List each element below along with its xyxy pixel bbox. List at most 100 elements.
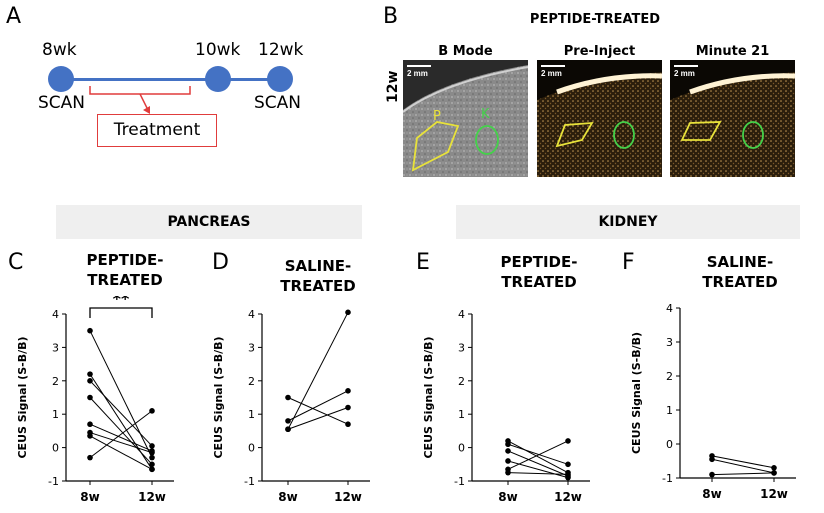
chart-c-title: PEPTIDE- TREATED [60, 250, 190, 290]
significance-label: ** [113, 296, 130, 308]
data-point [87, 454, 93, 461]
y-tick-label: -1 [244, 475, 255, 488]
series-line [287, 407, 349, 430]
data-point [285, 418, 291, 424]
chart-d-title-line1: SALINE- [284, 257, 352, 275]
x-tick-label: 12w [334, 490, 362, 504]
chart-f-title-line1: SALINE- [706, 253, 774, 271]
y-axis-label: CEUS Signal (S-B/B) [212, 336, 225, 458]
panel-label-d: D [212, 250, 229, 275]
y-tick-label: 0 [52, 442, 59, 455]
series-line [507, 460, 569, 479]
minute21-image: 2 mm [670, 60, 795, 177]
panel-label-b: B [383, 4, 399, 29]
chart-d: -1 0 1 2 3 4 8w 12w CEUS Signal (S-B/B) [212, 308, 370, 504]
x-tick-label: 8w [80, 490, 99, 504]
data-point [87, 433, 93, 439]
data-point [87, 327, 93, 334]
data-point [565, 438, 571, 444]
bmode-image: P K 2 mm [403, 60, 528, 177]
series-line [287, 390, 349, 422]
chart-e-title-line1: PEPTIDE- [500, 253, 578, 271]
data-point [87, 421, 93, 428]
data-point [285, 394, 291, 401]
scale-bar [541, 65, 565, 67]
y-tick-label: 2 [248, 375, 255, 388]
timeline-dot-10wk [205, 66, 231, 92]
series-line [287, 312, 349, 430]
series-line [507, 472, 569, 475]
panel-label-c: C [8, 250, 24, 275]
timeline-scan-right: SCAN [254, 93, 302, 113]
panel-label-f: F [622, 250, 635, 275]
series-line [89, 330, 153, 458]
y-tick-label: 1 [666, 404, 673, 417]
y-tick-label: 4 [458, 308, 465, 321]
chart-c-title-line2: TREATED [87, 271, 163, 289]
chart-e: -1 0 1 2 3 4 8w 12w CEUS Signal (S-B/B) [422, 308, 590, 504]
timeline-dot-12wk [267, 66, 293, 92]
y-tick-label: 4 [248, 308, 255, 321]
chart-c: -1 0 1 2 3 4 8w 12w CEUS Signal (S-B/B) ** [16, 296, 174, 504]
series-line [89, 380, 153, 447]
series-line [507, 450, 569, 477]
data-point [87, 394, 93, 401]
preinject-image: 2 mm [537, 60, 662, 177]
y-tick-label: 3 [52, 341, 59, 354]
panel-label-a: A [6, 4, 22, 29]
series-line [89, 373, 153, 470]
chart-c-title-line1: PEPTIDE- [86, 251, 164, 269]
data-point [345, 404, 351, 411]
treatment-bracket [89, 86, 191, 114]
timeline-label-8wk: 8wk [42, 40, 77, 60]
y-tick-label: 3 [666, 336, 673, 349]
data-point [771, 465, 777, 471]
scale-bar [407, 65, 431, 67]
y-axis-label: CEUS Signal (S-B/B) [630, 332, 643, 454]
data-point [505, 469, 511, 476]
data-point [345, 421, 351, 428]
x-tick-label: 12w [554, 490, 582, 504]
data-point [771, 470, 777, 476]
scale-label: 2 mm [674, 69, 695, 78]
y-tick-label: 3 [458, 341, 465, 354]
y-tick-label: -1 [662, 472, 673, 485]
imaging-row-label: 12w [385, 70, 401, 103]
x-tick-label: 8w [278, 490, 297, 504]
treatment-box: Treatment [97, 114, 217, 147]
imaging-title: PEPTIDE-TREATED [529, 12, 661, 27]
y-tick-label: 4 [666, 302, 673, 315]
y-tick-label: 2 [52, 375, 59, 388]
data-point [149, 408, 155, 414]
x-tick-label: 8w [702, 487, 721, 501]
roi-label-p: P [433, 109, 441, 124]
scale-label: 2 mm [407, 69, 428, 78]
chart-e-title: PEPTIDE- TREATED [474, 252, 604, 292]
data-point [285, 426, 291, 433]
x-tick-label: 12w [138, 490, 166, 504]
y-tick-label: 1 [52, 408, 59, 421]
data-point [345, 388, 351, 394]
series-line [711, 472, 775, 476]
series-line [711, 455, 775, 469]
data-point [87, 378, 93, 384]
panel-label-e: E [416, 250, 430, 275]
data-point [149, 454, 155, 461]
y-tick-label: 2 [458, 375, 465, 388]
data-point [149, 461, 155, 468]
series-line [287, 397, 349, 425]
y-tick-label: 4 [52, 308, 59, 321]
timeline-label-12wk: 12wk [258, 40, 304, 60]
scale-bar [674, 65, 698, 67]
data-point [505, 458, 511, 464]
x-tick-label: 8w [498, 490, 517, 504]
y-axis-label: CEUS Signal (S-B/B) [422, 336, 435, 458]
series-line [89, 435, 153, 470]
data-point [149, 443, 155, 449]
series-line [507, 443, 569, 465]
data-point [505, 448, 511, 454]
imaging-col-minute21: Minute 21 [695, 44, 770, 59]
y-tick-label: -1 [48, 475, 59, 488]
y-tick-label: 0 [458, 442, 465, 455]
chart-d-title-line2: TREATED [280, 277, 356, 295]
